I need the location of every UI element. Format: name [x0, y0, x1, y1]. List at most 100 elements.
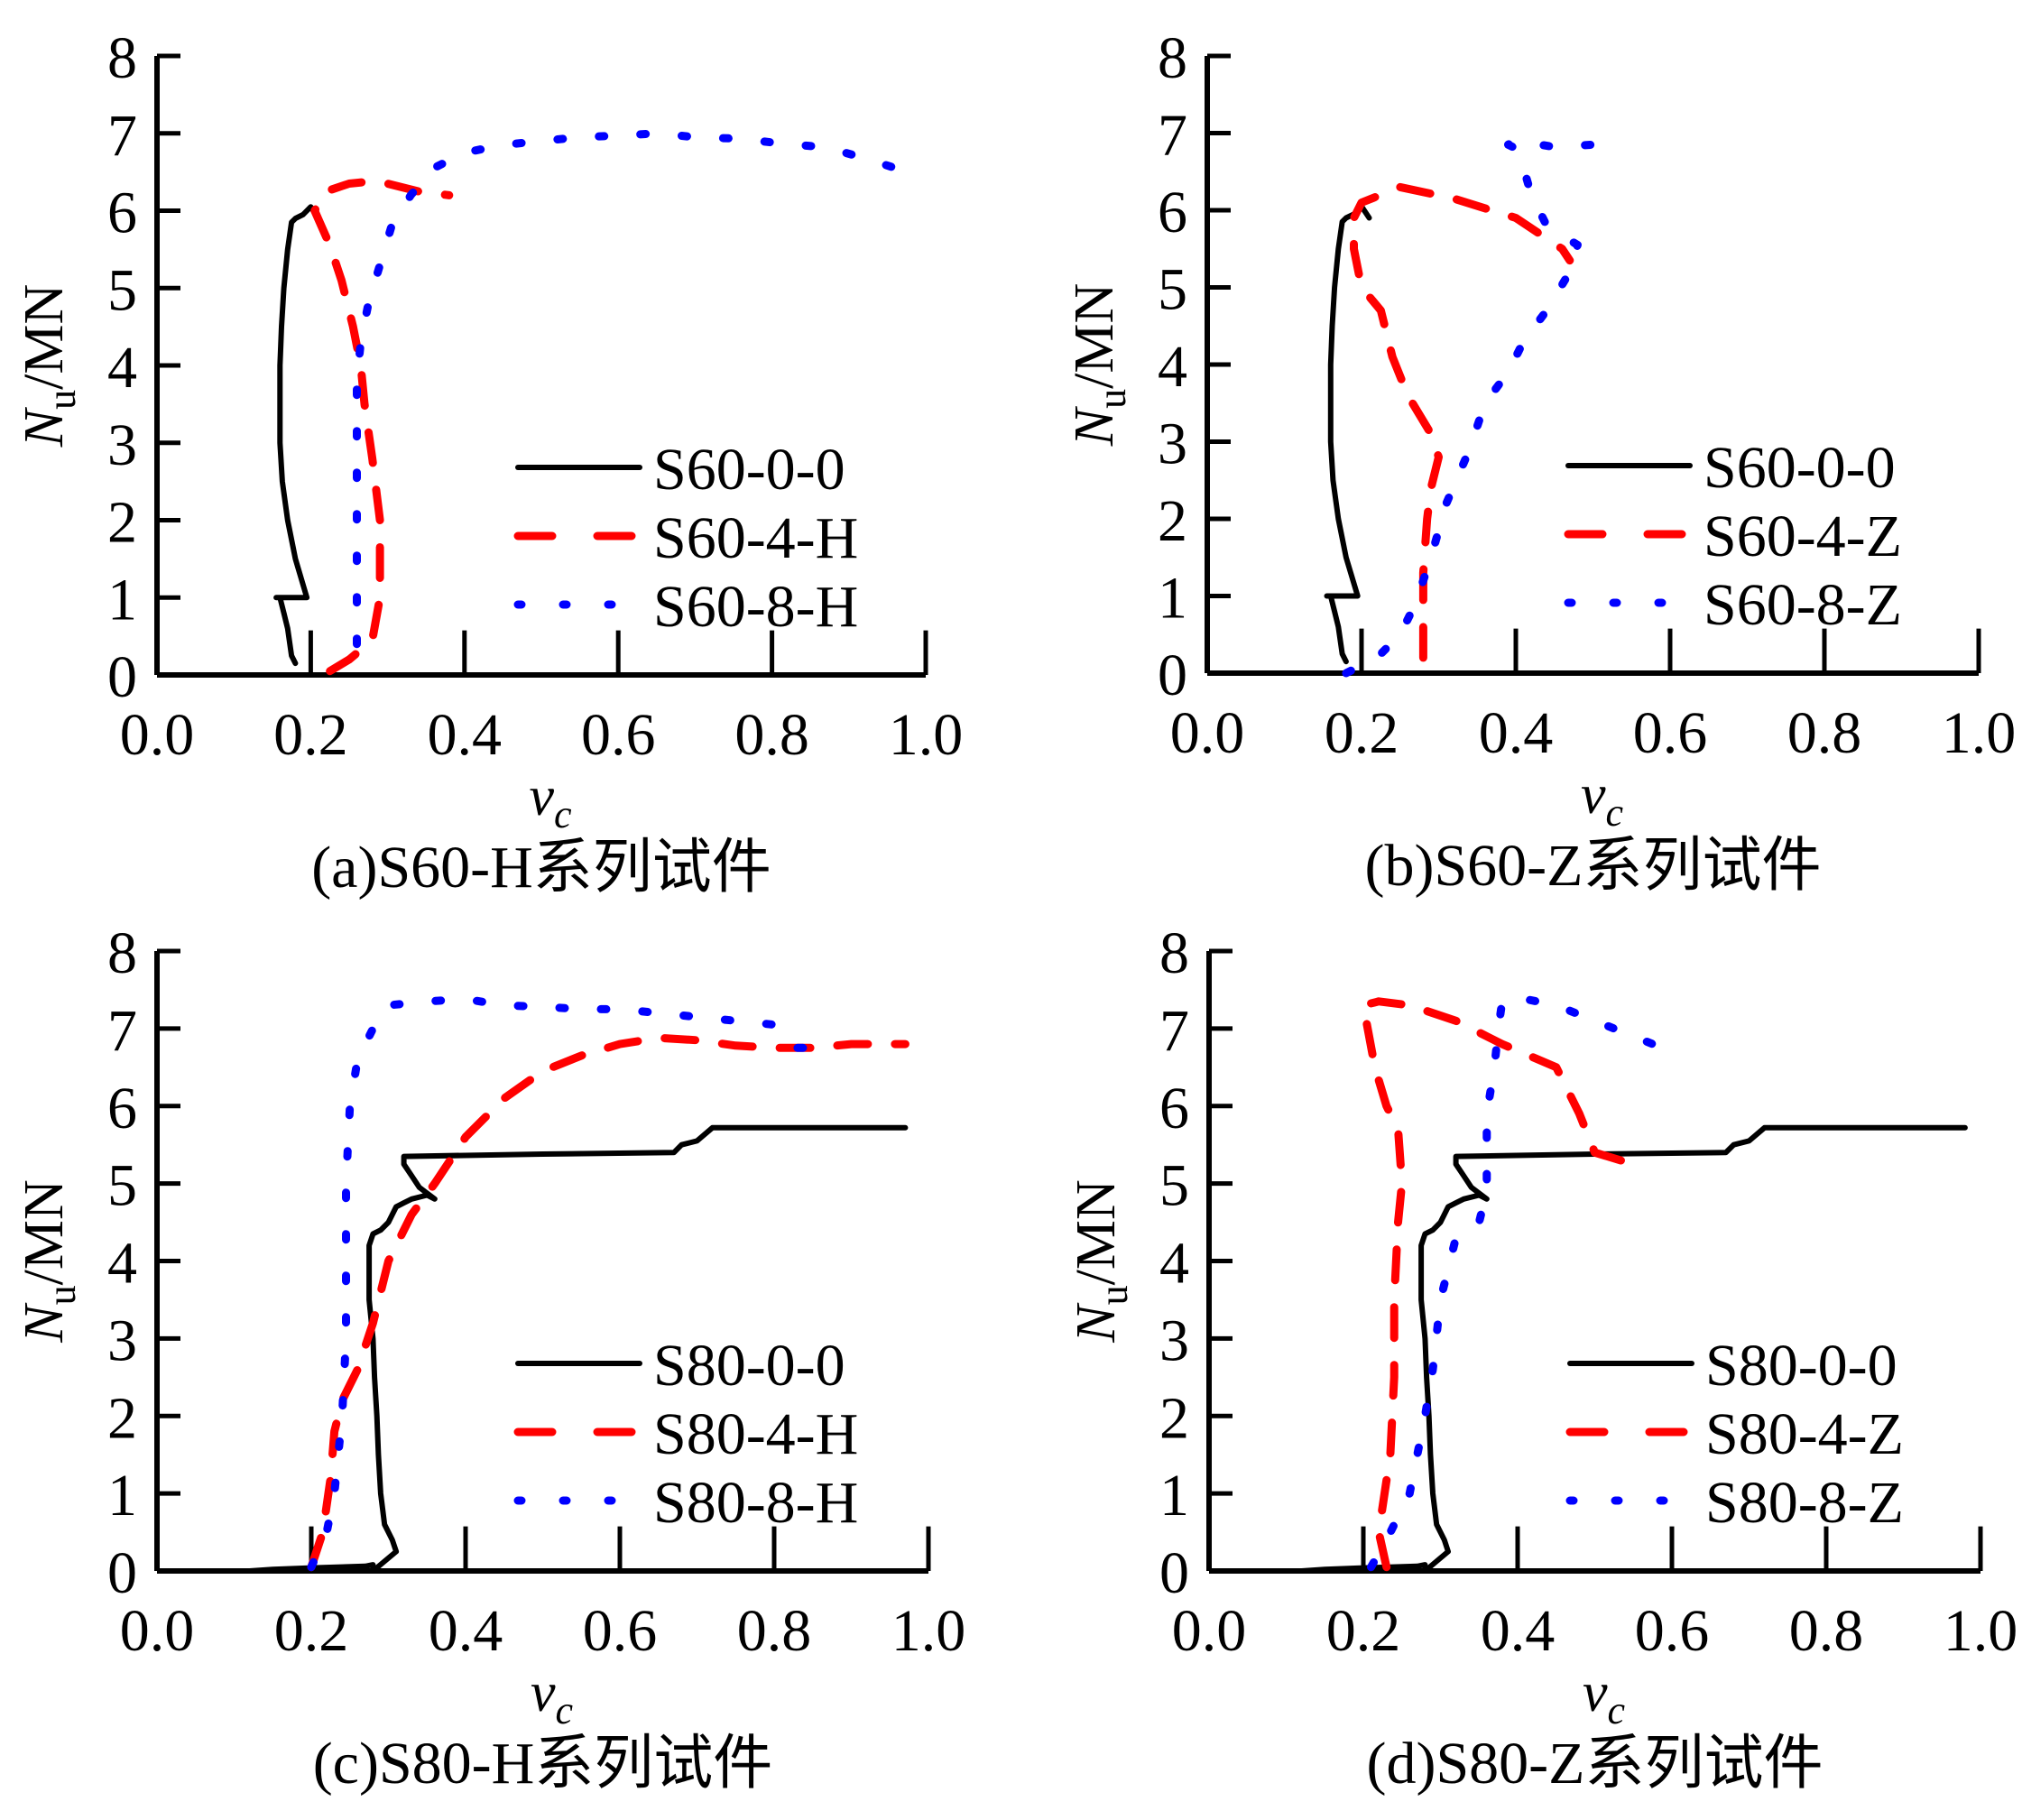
y-tick-label: 7: [1158, 103, 1187, 169]
y-axis-label: Nu/MN: [1064, 283, 1134, 448]
legend-label: S60-4-Z: [1703, 504, 1902, 569]
y-tick-label: 1: [107, 1463, 137, 1529]
series-line-S60-4-Z: [1350, 182, 1574, 662]
y-axis-label: Nu/MN: [1066, 1179, 1136, 1344]
y-tick-label: 7: [107, 103, 137, 169]
y-tick-label: 3: [1158, 411, 1187, 477]
y-tick-label: 0: [107, 644, 137, 710]
x-tick-label: 0.0: [120, 1598, 195, 1664]
series-line-S80-4-H: [307, 1033, 909, 1572]
x-tick-label: 0.6: [581, 702, 656, 768]
x-tick-label: 0.8: [1789, 1598, 1864, 1664]
legend-label: S60-8-Z: [1703, 572, 1902, 638]
y-tick-label: 2: [107, 1385, 137, 1451]
y-tick-label: 5: [1159, 1153, 1189, 1219]
y-tick-label: 2: [107, 490, 137, 556]
y-tick-label: 4: [107, 335, 137, 401]
panel-caption: (b)S60-Z系列试件: [1365, 833, 1822, 899]
legend-label: S80-8-Z: [1705, 1470, 1904, 1536]
y-tick-label: 1: [107, 567, 137, 633]
y-tick-label: 5: [107, 1153, 137, 1219]
x-tick-label: 0.6: [1633, 700, 1708, 766]
y-tick-label: 6: [107, 1076, 137, 1141]
series-line-S80-0-0: [246, 1124, 909, 1574]
x-tick-label: 0.0: [120, 702, 195, 768]
y-tick-label: 4: [1159, 1231, 1189, 1297]
x-tick-label: 0.6: [1635, 1598, 1710, 1664]
y-tick-label: 4: [107, 1231, 137, 1297]
series-line-S80-8-Z: [1367, 993, 1676, 1572]
y-tick-label: 0: [107, 1540, 137, 1606]
legend-label: S80-4-Z: [1705, 1401, 1904, 1467]
y-tick-label: 6: [1159, 1076, 1189, 1141]
series-line-S60-0-0: [1324, 203, 1372, 665]
y-tick-label: 1: [1158, 566, 1187, 632]
x-tick-label: 0.8: [737, 1598, 812, 1664]
series-line-S80-0-0: [1298, 1124, 1968, 1574]
x-tick-label: 0.2: [1326, 1598, 1401, 1664]
series-line-S60-8-Z: [1342, 136, 1597, 678]
legend-label: S60-0-0: [1703, 435, 1896, 501]
y-tick-label: 7: [107, 998, 137, 1064]
panel-d: 0.0 0.2 0.4 0.6 0.8 1.0 0 1 2 3 4 5 6 7 8 vc Nu/MN (d)S80…: [1066, 920, 2017, 1797]
y-tick-label: 8: [107, 920, 137, 986]
y-tick-label: 4: [1158, 334, 1187, 400]
x-tick-label: 0.8: [1787, 700, 1862, 766]
panel-c: 0.0 0.2 0.4 0.6 0.8 1.0 0 1 2 3 4 5 6 7 8 vc Nu/MN (c)S80…: [14, 920, 965, 1797]
legend-label: S80-4-H: [653, 1401, 858, 1467]
x-axis-label: vc: [529, 766, 572, 836]
x-tick-label: 1.0: [1942, 700, 2017, 766]
legend-label: S60-0-0: [653, 437, 845, 503]
panel-caption: (c)S80-H系列试件: [313, 1731, 773, 1797]
y-tick-label: 7: [1159, 998, 1189, 1064]
y-tick-label: 1: [1159, 1463, 1189, 1529]
legend-label: S80-0-0: [653, 1333, 845, 1399]
y-tick-label: 0: [1158, 642, 1187, 708]
x-tick-label: 0.4: [1479, 700, 1554, 766]
x-tick-label: 0.2: [1325, 700, 1399, 766]
y-tick-label: 3: [1159, 1307, 1189, 1373]
x-tick-label: 0.0: [1170, 700, 1245, 766]
x-tick-label: 1.0: [891, 1598, 966, 1664]
y-tick-label: 3: [107, 1307, 137, 1373]
y-tick-label: 8: [1159, 920, 1189, 986]
x-tick-label: 0.2: [274, 1598, 349, 1664]
panel-caption: (a)S60-H系列试件: [311, 835, 771, 901]
legend-label: S60-4-H: [653, 505, 858, 571]
panel-a: 0.0 0.2 0.4 0.6 0.8 1.0 0 1 2 3 4 5 6 7 8 vc Nu/MN (a)S60…: [14, 25, 963, 901]
x-axis-label: vc: [1583, 1662, 1626, 1732]
x-tick-label: 0.4: [429, 1598, 503, 1664]
x-tick-label: 0.4: [428, 702, 503, 768]
y-tick-label: 3: [107, 412, 137, 478]
x-tick-label: 0.0: [1172, 1598, 1247, 1664]
x-tick-label: 0.2: [273, 702, 348, 768]
y-tick-label: 6: [1158, 180, 1187, 245]
y-tick-label: 2: [1159, 1385, 1189, 1451]
x-tick-label: 0.6: [583, 1598, 658, 1664]
y-axis-label: Nu/MN: [14, 1179, 84, 1344]
x-tick-label: 0.8: [734, 702, 809, 768]
y-tick-label: 8: [1158, 25, 1187, 91]
panel-b: 0.0 0.2 0.4 0.6 0.8 1.0 0 1 2 3 4 5 6 7 8 vc Nu/MN (b)S60…: [1064, 25, 2016, 899]
y-tick-label: 0: [1159, 1540, 1189, 1606]
x-axis-label: vc: [1581, 764, 1624, 835]
series-line-S60-8-H: [353, 129, 907, 649]
y-tick-label: 8: [107, 25, 137, 91]
series-line-S60-4-H: [310, 177, 454, 676]
x-tick-label: 0.4: [1481, 1598, 1556, 1664]
y-tick-label: 5: [107, 257, 137, 323]
y-axis-label: Nu/MN: [14, 284, 84, 448]
panel-caption: (d)S80-Z系列试件: [1367, 1731, 1823, 1797]
legend-label: S80-0-0: [1705, 1333, 1897, 1399]
legend-label: S60-8-H: [653, 574, 858, 640]
y-tick-label: 6: [107, 180, 137, 246]
series-line-S80-4-Z: [1359, 997, 1638, 1572]
legend-label: S80-8-H: [653, 1470, 858, 1536]
series-line-S60-0-0: [273, 204, 321, 667]
x-tick-label: 1.0: [1944, 1598, 2018, 1664]
x-axis-label: vc: [531, 1662, 574, 1732]
y-tick-label: 5: [1158, 257, 1187, 323]
y-tick-label: 2: [1158, 488, 1187, 554]
x-tick-label: 1.0: [889, 702, 964, 768]
